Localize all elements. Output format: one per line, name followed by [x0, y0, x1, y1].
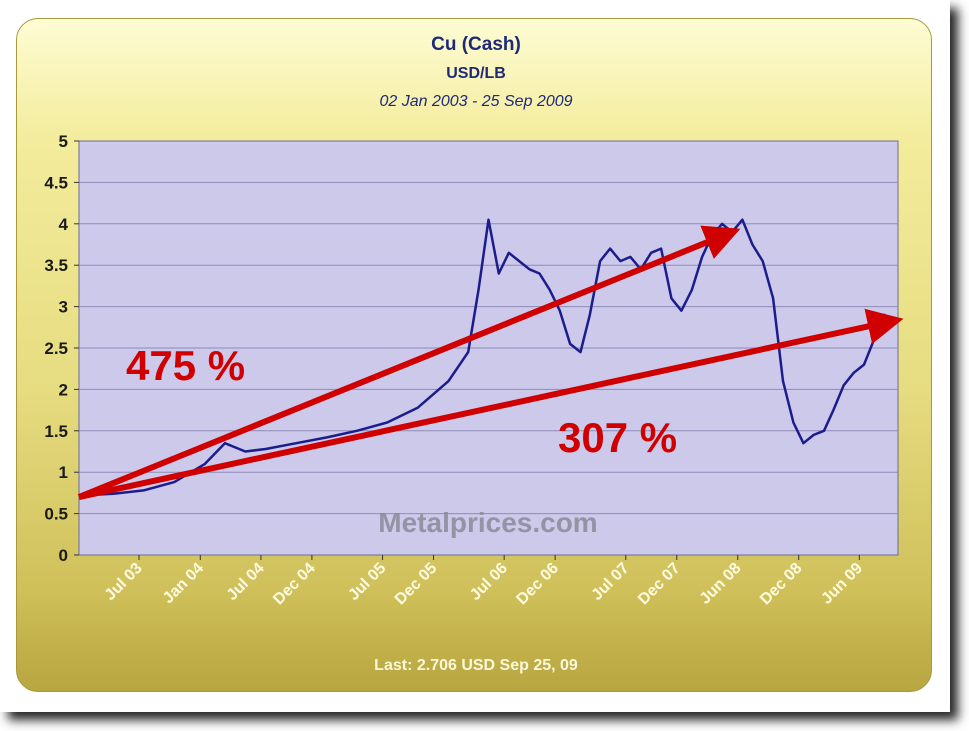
y-tick-label: 1.5: [44, 422, 68, 441]
x-tick-label: Dec 07: [635, 560, 684, 609]
x-tick-label: Jun 08: [697, 560, 745, 608]
x-tick-label: Dec 06: [513, 560, 562, 609]
chart-title: Cu (Cash): [431, 34, 521, 55]
x-tick-label: Dec 04: [270, 560, 319, 609]
chart-date-range: 02 Jan 2003 - 25 Sep 2009: [379, 93, 572, 110]
x-axis: Jul 03 Jan 04 Jul 04 Dec 04 Jul 05 Dec 05 Jul …: [102, 555, 866, 609]
y-tick-label: 4: [59, 215, 69, 234]
y-tick-label: 0.5: [44, 505, 68, 524]
x-tick-label: Jul 04: [224, 560, 268, 604]
y-tick-label: 0: [59, 546, 68, 565]
y-tick-label: 2.5: [44, 339, 68, 358]
y-tick-label: 1: [59, 463, 68, 482]
trend-arrow: [78, 308, 904, 500]
trend-arrow: [77, 225, 741, 500]
x-tick-label: Jan 04: [160, 560, 207, 607]
watermark: Metalprices.com: [378, 507, 597, 538]
x-tick-label: Jul 06: [467, 560, 511, 604]
price-line: [83, 218, 896, 497]
x-tick-label: Jul 03: [102, 560, 146, 604]
annotation-layer: 475 % 307 %: [77, 225, 904, 500]
x-tick-label: Jun 09: [818, 560, 866, 608]
percent-gain-label: 475 %: [126, 342, 245, 389]
x-tick-label: Jul 07: [589, 560, 633, 604]
x-tick-label: Jul 05: [345, 560, 389, 604]
x-tick-label: Dec 05: [392, 560, 441, 609]
y-tick-label: 2: [59, 380, 68, 399]
y-tick-label: 4.5: [44, 173, 68, 192]
percent-gain-label: 307 %: [558, 414, 677, 461]
y-axis: 0 0.5 1 1.5 2 2.5 3 3.5 4 4.5 5: [44, 132, 79, 565]
chart-unit: USD/LB: [446, 65, 506, 82]
x-tick-label: Dec 08: [757, 560, 806, 609]
footer-last-price: Last: 2.706 USD Sep 25, 09: [374, 657, 578, 674]
series-layer: [83, 218, 896, 497]
y-tick-label: 3.5: [44, 256, 68, 275]
y-tick-label: 3: [59, 298, 68, 317]
y-tick-label: 5: [59, 132, 68, 151]
